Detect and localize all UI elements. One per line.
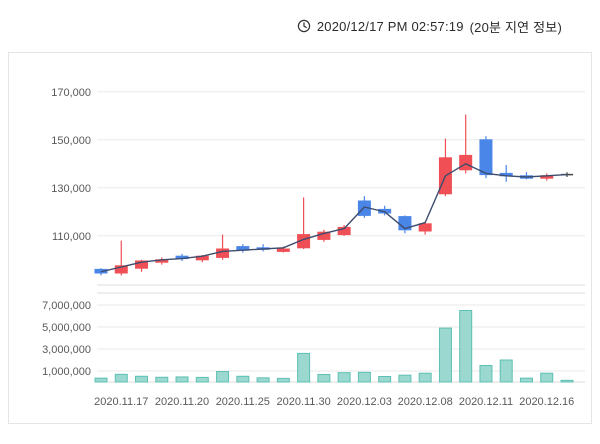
volume-bars xyxy=(94,310,574,383)
clock-icon xyxy=(297,19,311,33)
volume-axis-labels: 7,000,000 5,000,000 3,000,000 1,000,000 xyxy=(42,300,91,378)
trend-line xyxy=(100,163,568,273)
svg-text:3,000,000: 3,000,000 xyxy=(42,344,91,356)
svg-text:110,000: 110,000 xyxy=(52,231,91,243)
svg-text:170,000: 170,000 xyxy=(51,87,91,99)
chart-panel: 170,000 150,000 130,000 110,000 7,000,000 5,0… xyxy=(8,52,592,424)
svg-text:2020.11.25: 2020.11.25 xyxy=(216,396,270,408)
gridlines xyxy=(97,91,585,383)
svg-text:2020.11.30: 2020.11.30 xyxy=(276,396,330,408)
svg-text:130,000: 130,000 xyxy=(51,183,91,195)
svg-text:1,000,000: 1,000,000 xyxy=(42,366,91,378)
quote-timestamp: 2020/12/17 PM 02:57:19 xyxy=(316,18,464,34)
svg-text:7,000,000: 7,000,000 xyxy=(42,300,91,312)
svg-text:150,000: 150,000 xyxy=(51,135,91,147)
svg-text:2020.11.20: 2020.11.20 xyxy=(155,396,209,408)
candles xyxy=(94,114,573,276)
svg-text:2020.12.08: 2020.12.08 xyxy=(398,396,453,408)
svg-text:5,000,000: 5,000,000 xyxy=(42,322,91,334)
header: 2020/12/17 PM 02:57:19 (20분 지연 정보) xyxy=(0,0,600,52)
price-axis-labels: 170,000 150,000 130,000 110,000 xyxy=(51,87,91,243)
svg-text:2020.12.11: 2020.12.11 xyxy=(459,396,513,408)
svg-text:2020.11.17: 2020.11.17 xyxy=(94,396,148,408)
delay-notice: (20분 지연 정보) xyxy=(469,19,562,35)
stock-chart[interactable]: 170,000 150,000 130,000 110,000 7,000,000 5,0… xyxy=(9,53,591,423)
x-axis-labels: 2020.11.17 2020.11.20 2020.11.25 2020.11.30… xyxy=(94,396,574,408)
svg-text:2020.12.16: 2020.12.16 xyxy=(519,396,574,408)
svg-text:2020.12.03: 2020.12.03 xyxy=(337,396,392,408)
